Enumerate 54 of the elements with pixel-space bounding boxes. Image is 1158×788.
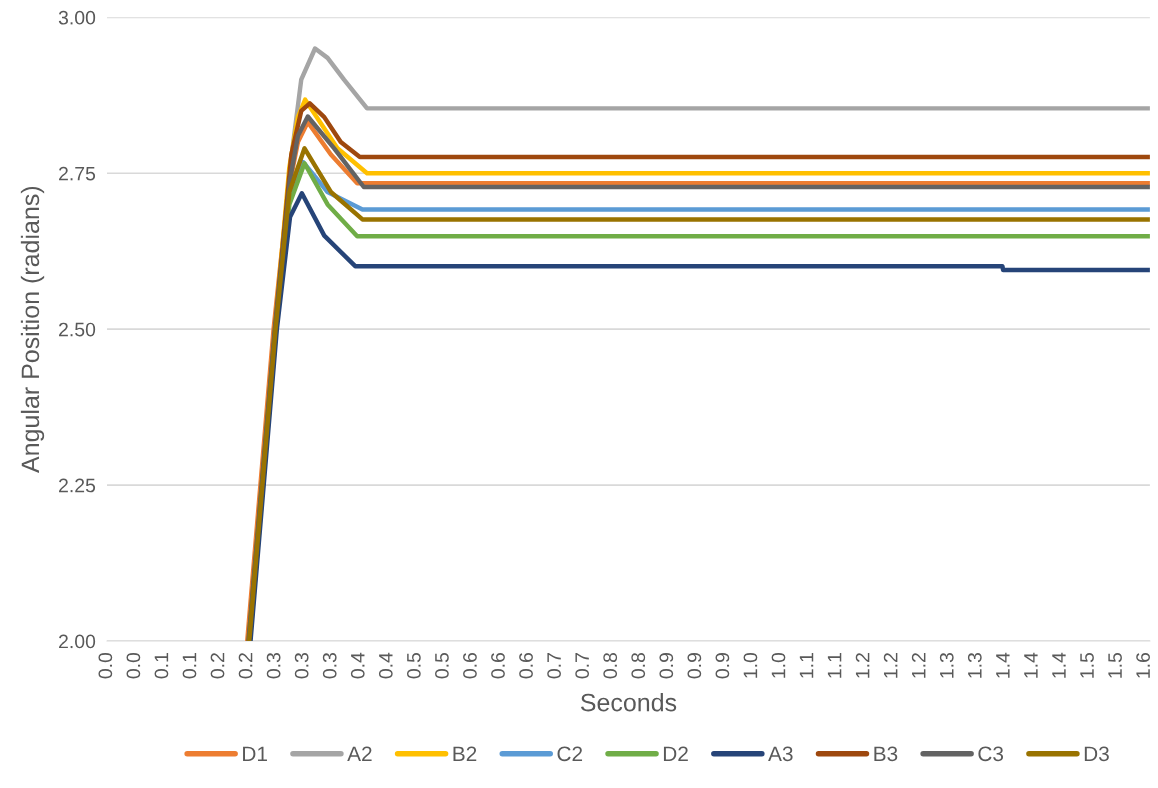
x-tick-label: 0.5 — [406, 652, 421, 679]
x-tick-label: 0.1 — [182, 653, 197, 679]
legend-label: B3 — [874, 746, 898, 762]
x-tick-label: 1.0 — [743, 652, 758, 678]
y-tick-label: 2.75 — [59, 166, 96, 181]
y-tick-label: 3.00 — [58, 10, 96, 25]
x-tick-label: 1.5 — [1080, 652, 1094, 678]
x-tick-label: 0.2 — [238, 653, 253, 679]
legend-label: B2 — [453, 746, 477, 761]
x-tick-label: 0.7 — [575, 653, 590, 679]
y-axis-title: Angular Position (radians) — [20, 186, 45, 473]
x-tick-label: 1.2 — [911, 653, 926, 678]
x-tick-label: 1.0 — [771, 652, 786, 678]
x-tick-label: 1.3 — [967, 653, 982, 678]
x-tick-label: 1.4 — [1052, 652, 1066, 678]
x-tick-label: 0.1 — [154, 653, 169, 679]
x-tick-label: 0.6 — [463, 653, 477, 679]
legend-label: C3 — [978, 746, 1004, 762]
x-tick-label: 0.3 — [266, 653, 281, 679]
x-tick-label: 1.3 — [939, 653, 954, 678]
x-tick-label: 0.9 — [687, 653, 702, 679]
x-tick-label: 0.6 — [491, 653, 505, 679]
legend-label: D1 — [243, 746, 267, 761]
legend-label: C2 — [557, 746, 583, 762]
x-tick-label: 1.4 — [996, 652, 1010, 678]
x-tick-label: 0.9 — [659, 653, 674, 679]
y-tick-label: 2.00 — [59, 634, 96, 649]
x-tick-label: 0.4 — [378, 652, 393, 679]
x-tick-label: 1.1 — [799, 653, 814, 678]
x-tick-label: 0.7 — [547, 653, 561, 679]
legend-label: A2 — [347, 746, 372, 761]
x-axis-title: Seconds — [580, 693, 677, 712]
legend-label: A3 — [768, 746, 793, 762]
x-tick-label: 0.6 — [519, 653, 533, 679]
x-tick-label: 1.5 — [1108, 652, 1122, 678]
y-tick-label: 2.50 — [59, 322, 96, 337]
x-tick-label: 0.8 — [603, 652, 618, 679]
x-tick-label: 1.6 — [1136, 653, 1150, 678]
x-tick-label: 0.0 — [126, 652, 141, 679]
x-tick-label: 1.1 — [827, 653, 842, 678]
x-tick-label: 0.0 — [98, 652, 113, 679]
x-tick-label: 0.4 — [350, 652, 365, 679]
x-tick-label: 1.2 — [883, 653, 898, 678]
x-tick-label: 0.2 — [210, 653, 225, 679]
y-tick-label: 2.25 — [59, 478, 96, 493]
legend-label: D3 — [1084, 746, 1109, 762]
x-tick-label: 0.9 — [715, 653, 730, 679]
x-tick-label: 0.5 — [435, 652, 449, 679]
x-tick-label: 0.3 — [294, 653, 309, 679]
x-tick-label: 1.2 — [855, 653, 870, 678]
legend-label: D2 — [663, 746, 688, 761]
x-tick-label: 0.3 — [322, 653, 337, 679]
x-tick-label: 1.4 — [1024, 652, 1038, 678]
x-tick-label: 0.8 — [631, 652, 646, 679]
